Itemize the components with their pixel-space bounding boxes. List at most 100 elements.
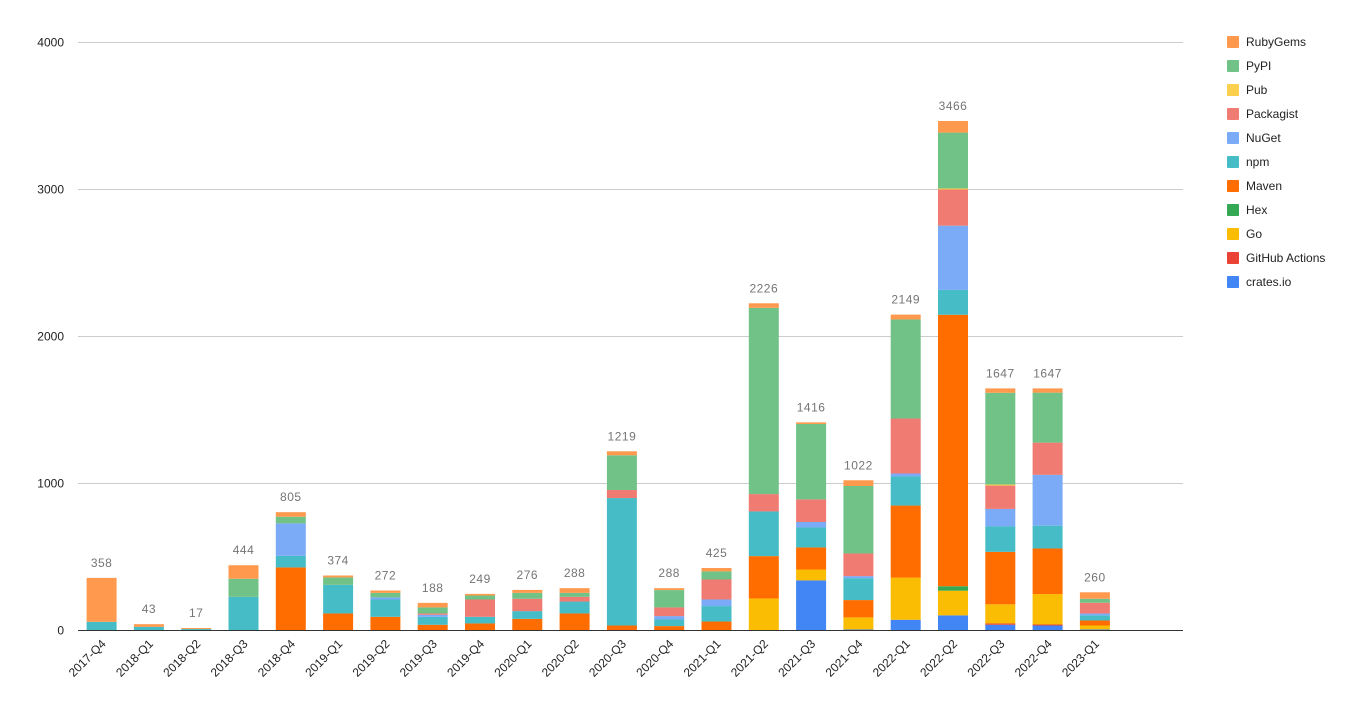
legend-label: Maven (1246, 179, 1282, 193)
bar-segment-rubygems (796, 422, 827, 424)
bar-segment-npm (465, 616, 495, 624)
total-label: 43 (142, 602, 156, 616)
bar-segment-packagist (1079, 602, 1110, 614)
legend-swatch (1227, 108, 1239, 120)
bar-stack-2020-Q1 (512, 589, 543, 631)
bar-segment-rubygems (86, 577, 117, 622)
bar-stack-2022-Q3 (985, 388, 1016, 631)
bar-segment-maven (654, 626, 685, 631)
bar-segment-go (843, 617, 874, 630)
x-tick-label: 2018-Q2 (160, 636, 203, 679)
bar-segment-maven (275, 567, 306, 631)
total-label: 272 (375, 569, 397, 583)
x-tick-label: 2020-Q3 (586, 636, 629, 679)
legend-label: GitHub Actions (1246, 251, 1325, 265)
bar-segment-nuget (1032, 474, 1063, 526)
legend-label: Hex (1246, 203, 1267, 217)
bar-segment-crates-io (890, 619, 921, 631)
bar-segment-go (1079, 625, 1110, 630)
bar-segment-npm (181, 629, 212, 631)
x-tick-label: 2023-Q1 (1059, 636, 1102, 679)
legend-label: crates.io (1246, 275, 1292, 289)
legend-item[interactable]: npm (1227, 155, 1269, 169)
y-tick-label: 2000 (37, 330, 64, 344)
bar-segment-packagist (796, 499, 827, 523)
bar-segment-maven (1032, 548, 1063, 595)
x-tick-label: 2022-Q1 (870, 636, 913, 679)
bar-segment-pypi (843, 485, 874, 554)
legend-item[interactable]: NuGet (1227, 131, 1281, 145)
bar-segment-npm (796, 527, 827, 548)
bar-segment-maven (701, 621, 732, 631)
legend-item[interactable]: Go (1227, 227, 1262, 241)
y-tick-label: 4000 (37, 36, 64, 50)
bar-segment-go (1032, 594, 1063, 625)
bar-segment-maven (370, 616, 401, 631)
bar-segment-pypi (228, 578, 259, 597)
bar-segment-packagist (843, 553, 874, 577)
legend-item[interactable]: Packagist (1227, 107, 1299, 121)
bar-segment-github-actions (1032, 624, 1063, 626)
total-label: 17 (189, 606, 203, 620)
bar-segment-crates-io (1032, 625, 1063, 631)
bar-segment-npm (559, 601, 590, 614)
bar-segment-packagist (985, 485, 1016, 509)
bar-segment-github-actions (985, 623, 1016, 625)
bar-segment-npm (985, 526, 1016, 552)
bar-segment-rubygems (1079, 592, 1110, 599)
bar-segment-nuget (843, 576, 874, 579)
legend-item[interactable]: crates.io (1227, 275, 1292, 289)
legend-label: PyPI (1246, 59, 1271, 73)
legend-item[interactable]: PyPI (1227, 59, 1271, 73)
bar-stack-2021-Q3 (796, 422, 827, 631)
legend-item[interactable]: RubyGems (1227, 35, 1306, 49)
bar-segment-maven (938, 314, 968, 587)
bar-segment-rubygems (843, 480, 874, 486)
legend-item[interactable]: Maven (1227, 179, 1282, 193)
x-tick-label: 2021-Q3 (775, 636, 818, 679)
bar-stack-2021-Q4 (843, 480, 874, 631)
x-tick-label: 2020-Q2 (539, 636, 582, 679)
bar-segment-pypi (748, 307, 779, 495)
y-tick-label: 0 (57, 624, 64, 638)
bar-segment-pypi (606, 455, 637, 490)
bar-segment-hex (938, 586, 968, 591)
legend-item[interactable]: Pub (1227, 83, 1268, 97)
bar-segment-pypi (275, 516, 306, 524)
bar-segment-pypi (890, 319, 921, 419)
legend-label: Pub (1246, 83, 1268, 97)
bar-segment-packagist (606, 489, 637, 499)
x-tick-label: 2019-Q2 (350, 636, 393, 679)
bar-stack-2017-Q4 (86, 577, 117, 631)
legend-item[interactable]: Hex (1227, 203, 1267, 217)
bar-segment-pypi (985, 392, 1016, 485)
y-axis-tick-labels: 0 1000 2000 3000 4000 (37, 36, 64, 638)
bar-segment-maven (512, 618, 543, 631)
bar-stack-2021-Q1 (701, 568, 732, 631)
x-tick-label: 2018-Q4 (255, 636, 298, 679)
total-label: 1647 (1033, 366, 1062, 380)
legend-item[interactable]: GitHub Actions (1227, 251, 1325, 265)
bar-segment-go (938, 590, 968, 616)
legend-swatch (1227, 156, 1239, 168)
legend-swatch (1227, 180, 1239, 192)
legend-swatch (1227, 60, 1239, 72)
bar-segment-packagist (890, 418, 921, 474)
bar-segment-packagist (1032, 442, 1063, 475)
x-tick-label: 2022-Q2 (917, 636, 960, 679)
legend-swatch (1227, 252, 1239, 264)
legend-label: npm (1246, 155, 1269, 169)
bar-segment-nuget (796, 522, 827, 528)
bar-segment-pypi (323, 577, 354, 585)
total-label: 1219 (608, 429, 637, 443)
bar-segment-nuget (701, 599, 732, 607)
legend-label: NuGet (1246, 131, 1281, 145)
bar-segment-pypi (654, 590, 685, 608)
total-label: 3466 (939, 99, 968, 113)
bar-segment-maven (890, 505, 921, 578)
y-tick-label: 1000 (37, 477, 64, 491)
x-tick-label: 2021-Q4 (823, 636, 866, 679)
legend-label: RubyGems (1246, 35, 1306, 49)
x-axis-tick-labels: 2017-Q4 2018-Q1 2018-Q2 2018-Q3 2018-Q4 2019-… (66, 636, 1102, 679)
bar-segment-crates-io (1079, 629, 1110, 631)
